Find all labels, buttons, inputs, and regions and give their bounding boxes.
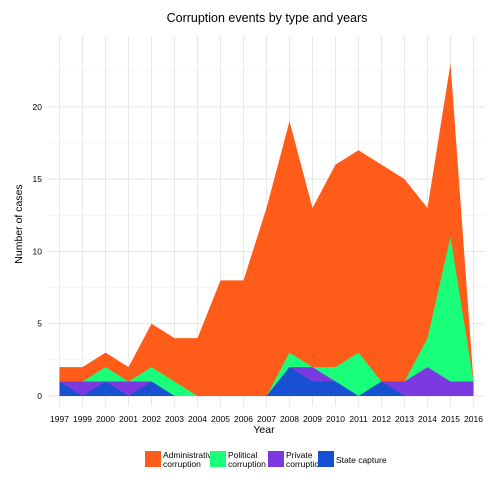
x-tick-label: 2007: [257, 414, 276, 424]
x-tick-label: 2000: [96, 414, 115, 424]
y-tick-label: 5: [37, 319, 42, 329]
y-tick-label: 20: [33, 102, 43, 112]
legend-key-political-corruption: [210, 451, 226, 467]
chart-title: Corruption events by type and years: [167, 11, 368, 25]
legend: AdministrativecorruptionPoliticalcorrupt…: [145, 450, 387, 469]
legend-key-private-corruption: [268, 451, 284, 467]
x-tick-label: 1999: [73, 414, 92, 424]
y-tick-label: 10: [33, 246, 43, 256]
x-tick-label: 2016: [464, 414, 483, 424]
x-tick-label: 2011: [349, 414, 368, 424]
y-axis-label: Number of cases: [13, 184, 25, 263]
x-tick-label: 2002: [142, 414, 161, 424]
x-axis-ticks: 1997 1999 2000 2001 2002 2003 2004 2005 2006 2007…: [50, 414, 483, 424]
x-tick-label: 2008: [280, 414, 299, 424]
y-tick-label: 0: [37, 391, 42, 401]
x-tick-label: 1997: [50, 414, 69, 424]
legend-label-political-corruption: corruption: [228, 459, 266, 469]
legend-key-state-capture: [318, 451, 334, 467]
x-tick-label: 2005: [211, 414, 230, 424]
x-tick-label: 2003: [165, 414, 184, 424]
y-tick-label: 15: [33, 174, 43, 184]
legend-key-administrative-corruption: [145, 451, 161, 467]
legend-label-state-capture: State capture: [336, 455, 387, 465]
x-tick-label: 2013: [395, 414, 414, 424]
x-tick-label: 2009: [303, 414, 322, 424]
x-tick-label: 2010: [326, 414, 345, 424]
x-axis-label: Year: [253, 424, 275, 436]
x-tick-label: 2012: [372, 414, 391, 424]
x-tick-label: 2006: [234, 414, 253, 424]
x-tick-label: 2014: [418, 414, 437, 424]
x-tick-label: 2015: [441, 414, 460, 424]
y-axis-ticks: 0 5 10 15 20: [33, 102, 43, 401]
x-tick-label: 2004: [188, 414, 207, 424]
x-tick-label: 2001: [119, 414, 138, 424]
legend-label-administrative-corruption: corruption: [163, 459, 201, 469]
